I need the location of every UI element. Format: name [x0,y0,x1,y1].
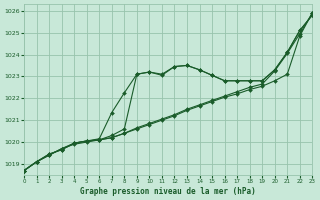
X-axis label: Graphe pression niveau de la mer (hPa): Graphe pression niveau de la mer (hPa) [80,187,256,196]
